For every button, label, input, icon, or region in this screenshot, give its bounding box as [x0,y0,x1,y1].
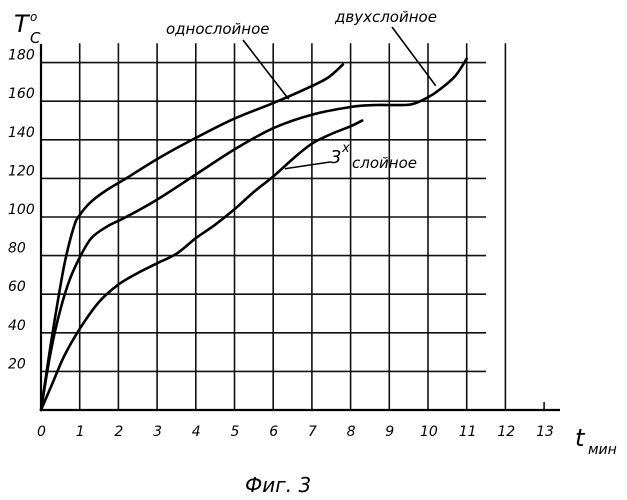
leader-two-layer [392,27,436,86]
x-tick-label: 10 [420,424,438,440]
x-tick-label: 13 [536,424,554,440]
y-tick-label: 140 [8,125,35,141]
x-tick-label: 2 [114,424,123,440]
y-tick-label: 40 [8,318,26,334]
x-tick-label: 3 [153,424,162,440]
y-tick-label: 80 [8,241,26,257]
y-axis-title-main: T [14,10,31,38]
series-one-layer-line [41,65,343,411]
x-tick-label: 5 [231,424,240,440]
label-three-layer-word: слойное [352,154,417,172]
tick-labels: 0123456789101112132040608010012014016018… [8,48,554,440]
y-tick-label: 60 [8,279,26,295]
x-tick-label: 11 [459,424,477,440]
x-axis-title-unit: мин [588,442,617,458]
label-one-layer: однослойное [166,20,270,38]
data-series [41,59,467,410]
y-tick-label: 120 [8,163,35,179]
chart-grid [41,43,544,410]
y-tick-label: 20 [8,356,26,372]
y-tick-label: 160 [8,86,35,102]
y-axis-title-degree: o [30,10,37,24]
x-tick-label: 1 [76,424,85,440]
y-tick-label: 180 [8,48,35,64]
x-tick-label: 8 [347,424,356,440]
x-tick-label: 7 [308,424,317,440]
leader-one-layer [243,40,289,99]
x-tick-label: 4 [192,424,201,440]
x-tick-label: 0 [37,424,46,440]
x-tick-label: 9 [385,424,394,440]
leader-three-layer [285,162,330,169]
x-axis-title-main: t [575,424,586,452]
label-two-layer: двухслойное [334,8,437,26]
label-three-layer-sup: x [341,141,350,156]
y-tick-label: 100 [8,202,35,218]
x-tick-label: 6 [269,424,278,440]
y-axis-title-unit: C [30,29,41,47]
figure-caption: Фиг. 3 [245,473,311,497]
label-three-layer-number: 3 [330,147,341,168]
x-tick-label: 12 [497,424,515,440]
